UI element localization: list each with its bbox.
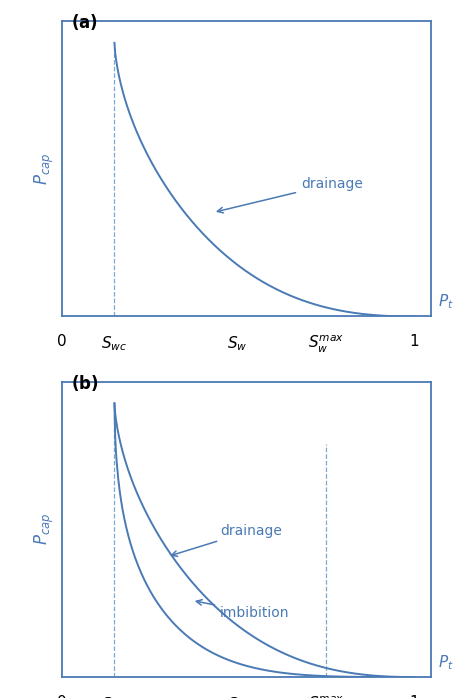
Text: imbibition: imbibition — [196, 600, 290, 620]
Y-axis label: $P_{cap}$: $P_{cap}$ — [33, 513, 56, 545]
Text: 1: 1 — [409, 334, 419, 349]
Text: $P_t$: $P_t$ — [438, 653, 454, 671]
Text: $S_w^{max}$: $S_w^{max}$ — [308, 334, 344, 355]
Text: 0: 0 — [57, 334, 66, 349]
Text: 1: 1 — [409, 695, 419, 698]
Y-axis label: $P_{cap}$: $P_{cap}$ — [33, 153, 56, 185]
Text: 0: 0 — [57, 695, 66, 698]
Text: $S_w$: $S_w$ — [228, 334, 248, 353]
Text: $S_{wc}$: $S_{wc}$ — [101, 695, 128, 698]
Text: $S_w$: $S_w$ — [228, 695, 248, 698]
Text: drainage: drainage — [218, 177, 363, 213]
Text: $S_w^{max}$: $S_w^{max}$ — [308, 695, 344, 698]
Text: $P_t$: $P_t$ — [438, 292, 454, 311]
Text: $\mathbf{(b)}$: $\mathbf{(b)}$ — [71, 373, 99, 393]
Text: $S_{wc}$: $S_{wc}$ — [101, 334, 128, 353]
Text: $\mathbf{(a)}$: $\mathbf{(a)}$ — [71, 12, 98, 32]
Text: drainage: drainage — [172, 524, 282, 556]
